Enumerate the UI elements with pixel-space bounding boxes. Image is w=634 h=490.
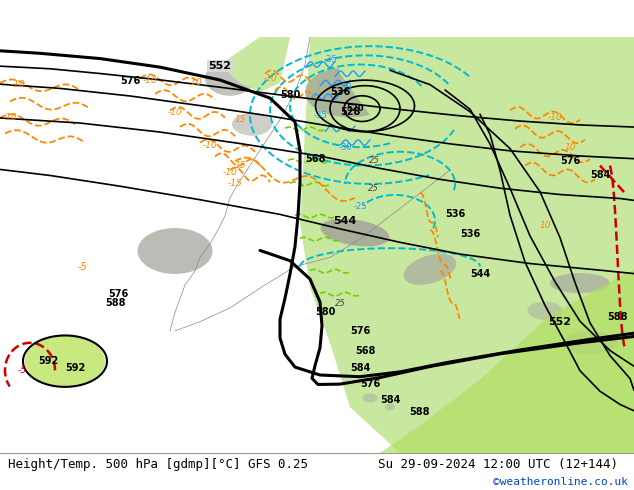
Text: 592: 592 xyxy=(65,363,85,372)
Text: 592: 592 xyxy=(38,356,58,366)
Text: -10: -10 xyxy=(548,113,562,122)
Text: 25: 25 xyxy=(368,156,379,166)
Text: 584: 584 xyxy=(590,170,610,180)
Text: 25: 25 xyxy=(335,299,346,308)
Ellipse shape xyxy=(550,273,610,293)
Text: 552: 552 xyxy=(209,61,231,72)
Ellipse shape xyxy=(385,404,395,410)
Polygon shape xyxy=(330,37,430,129)
Text: 552: 552 xyxy=(548,317,571,327)
Text: -15: -15 xyxy=(228,179,242,189)
Text: -5: -5 xyxy=(77,262,87,271)
Ellipse shape xyxy=(404,254,456,285)
Text: 10: 10 xyxy=(564,143,576,152)
Text: Su 29-09-2024 12:00 UTC (12+144): Su 29-09-2024 12:00 UTC (12+144) xyxy=(378,458,618,470)
Ellipse shape xyxy=(363,58,418,90)
Text: 520: 520 xyxy=(346,104,364,113)
Text: 15: 15 xyxy=(234,161,246,170)
Text: 588: 588 xyxy=(105,298,126,308)
Ellipse shape xyxy=(320,219,389,246)
Ellipse shape xyxy=(232,113,272,136)
Ellipse shape xyxy=(305,67,395,117)
Polygon shape xyxy=(220,37,290,92)
Text: 580: 580 xyxy=(280,90,300,100)
Text: 528: 528 xyxy=(340,107,360,117)
Text: 588: 588 xyxy=(410,407,430,416)
Ellipse shape xyxy=(363,393,377,402)
Text: 584: 584 xyxy=(350,363,370,372)
Text: -35: -35 xyxy=(323,55,337,65)
Text: 568: 568 xyxy=(355,346,375,356)
Ellipse shape xyxy=(527,301,562,320)
Text: 576: 576 xyxy=(108,289,128,299)
Text: -10: -10 xyxy=(262,74,278,83)
Text: 576: 576 xyxy=(560,156,580,166)
Polygon shape xyxy=(300,37,634,453)
Text: ©weatheronline.co.uk: ©weatheronline.co.uk xyxy=(493,477,628,487)
Polygon shape xyxy=(500,37,634,110)
Ellipse shape xyxy=(138,228,212,274)
Text: 568: 568 xyxy=(305,154,325,164)
Text: 588: 588 xyxy=(608,312,628,322)
Text: -10: -10 xyxy=(11,80,25,89)
Text: 576: 576 xyxy=(120,76,140,86)
Text: -10: -10 xyxy=(167,108,183,117)
Text: -25: -25 xyxy=(353,202,366,211)
Text: 544: 544 xyxy=(333,216,357,226)
Text: 536: 536 xyxy=(460,229,480,240)
Text: 15: 15 xyxy=(234,115,246,124)
Text: 584: 584 xyxy=(380,395,400,405)
Text: Height/Temp. 500 hPa [gdmp][°C] GFS 0.25: Height/Temp. 500 hPa [gdmp][°C] GFS 0.25 xyxy=(8,458,308,470)
Ellipse shape xyxy=(205,61,255,96)
Text: 544: 544 xyxy=(470,269,490,279)
Ellipse shape xyxy=(562,331,618,354)
Text: 25: 25 xyxy=(368,184,378,193)
Text: -10: -10 xyxy=(3,113,17,122)
Text: 10: 10 xyxy=(540,221,551,230)
Text: 576: 576 xyxy=(350,326,370,336)
Text: -10: -10 xyxy=(203,141,217,150)
Ellipse shape xyxy=(25,336,105,387)
Text: 536: 536 xyxy=(445,209,465,219)
Text: 576: 576 xyxy=(360,379,380,389)
Text: 536: 536 xyxy=(330,87,350,97)
Text: -10: -10 xyxy=(188,78,202,87)
Text: -10: -10 xyxy=(223,169,237,177)
Text: -35: -35 xyxy=(313,111,327,120)
Text: -10: -10 xyxy=(143,75,157,85)
Text: -30: -30 xyxy=(338,143,352,152)
Text: -5: -5 xyxy=(18,366,27,375)
Polygon shape xyxy=(380,270,634,453)
Text: 580: 580 xyxy=(315,308,335,318)
Text: -30: -30 xyxy=(338,83,352,92)
